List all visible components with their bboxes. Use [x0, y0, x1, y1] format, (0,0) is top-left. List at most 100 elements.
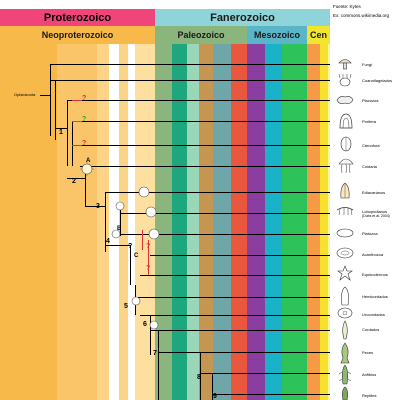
source-url: Ex: commons.wikimedia.org [333, 13, 390, 18]
branch-node1 [55, 128, 67, 129]
branch-trunk-1 [50, 64, 51, 136]
embryo-icon-7 [131, 296, 141, 306]
tunicate-icon [337, 307, 353, 319]
mushroom-icon [338, 59, 352, 70]
uncertain-mark-6: ? [146, 265, 151, 272]
branch-trunk-6 [105, 192, 106, 252]
taxon-label: Porifera [362, 119, 377, 124]
flatworm-icon [336, 228, 354, 238]
node-label-4: 4 [106, 238, 110, 245]
band-jurassic [265, 44, 282, 400]
taxon-label: Peces [362, 350, 374, 355]
reptile-icon [342, 386, 348, 400]
amphibian-icon [339, 364, 351, 385]
node-label-2: 2 [72, 178, 76, 185]
jellyfish-icon [338, 158, 354, 174]
branch-acanthozoa [150, 255, 340, 256]
band-ordovician [172, 44, 187, 400]
node-label-1: 1 [59, 129, 63, 136]
uncertain-mark-4: ? [128, 243, 133, 250]
taxon-label: Ctenofora [362, 143, 380, 148]
taxon-label: Placozoa [362, 98, 379, 103]
branch-trunk-11 [158, 330, 159, 400]
taxon-label: Acanthozoa [362, 252, 384, 257]
source-credit: Fuente: Kytes [333, 4, 361, 9]
taxon-label: Anfibios [362, 372, 377, 377]
branch-trunk-2 [55, 80, 56, 140]
taxon-label: Cnidaria [362, 164, 377, 169]
node-label-7: 7 [153, 350, 157, 357]
branch-trunk-4 [72, 121, 73, 166]
branch-trunk-12 [200, 352, 201, 400]
branch-peces [158, 352, 340, 353]
paleozoic-header: Paleozoico [155, 26, 247, 44]
branch-node2 [67, 178, 85, 179]
branch-equinodermos [140, 275, 340, 276]
band-silurian [187, 44, 199, 400]
taxon-label: Fungi [362, 62, 373, 67]
band-cretaceous [282, 44, 307, 400]
ediacaran-icon [340, 182, 350, 199]
branch-platozoa [120, 234, 340, 235]
embryo-icon-3 [115, 201, 125, 211]
embryo-icon-5 [145, 206, 157, 218]
taxon-label: Coanoflagelados [362, 78, 393, 83]
band-paleogene [307, 44, 320, 400]
branch-choano-join [50, 80, 55, 81]
band-neoproterozoic-d [109, 44, 119, 400]
branch-trunk-7 [120, 206, 121, 236]
band-cambrian [155, 44, 172, 400]
node-label-b: B [117, 226, 122, 232]
branch-fungi [50, 64, 340, 65]
taxon-label: Lobopodianos [362, 209, 388, 214]
branch-ctenofora [72, 145, 340, 146]
taxon-sublabel: (Dubs et al. 2004) [362, 214, 390, 218]
branch-hemicordados [135, 297, 340, 298]
taxon-label: Hemicordados [362, 294, 388, 299]
uncertain-mark-5: ? [146, 243, 151, 250]
band-carboniferous [213, 44, 231, 400]
band-neoproterozoic-a [0, 44, 57, 400]
band-devonian [199, 44, 213, 400]
starfish-icon [337, 265, 353, 281]
uncertain-branch-red-3 [142, 230, 143, 250]
taxon-label: Reptiles [362, 393, 377, 398]
lobopod-icon [336, 207, 354, 216]
node-label-6: 6 [143, 321, 147, 328]
branch-trunk-5 [85, 166, 86, 206]
band-quaternary [328, 44, 330, 400]
proterozoic-header: Proterozoico [0, 9, 155, 26]
taxon-label: Equinodermos [362, 272, 388, 277]
uncertain-branch-red [72, 100, 82, 101]
branch-trunk-3 [67, 100, 68, 166]
sponge-icon [339, 113, 353, 129]
node-label-a: A [86, 158, 91, 164]
uncertain-branch-red-2 [72, 145, 82, 146]
branch-node3 [85, 206, 105, 207]
band-permian [231, 44, 247, 400]
cenozoic-header: Cen [307, 26, 330, 44]
node-label-5: 5 [124, 303, 128, 310]
embryo-icon-a [80, 162, 94, 176]
band-neoproterozoic-f [128, 44, 135, 400]
branch-root [40, 95, 50, 96]
branch-trunk-13 [212, 373, 213, 400]
uncertain-mark-2: ? [82, 116, 87, 123]
branch-reptiles [212, 394, 340, 395]
band-triassic [247, 44, 265, 400]
branch-lobopod [120, 213, 340, 214]
embryo-icon-4 [138, 186, 150, 198]
taxon-label: Ediacarianos [362, 190, 386, 195]
uncertain-mark-1: ? [82, 95, 87, 102]
node-label-9: 9 [213, 393, 217, 400]
node-label-8: 8 [197, 374, 201, 381]
taxon-label: Urocordados [362, 312, 385, 317]
band-neoproterozoic-e [119, 44, 128, 400]
node-label-3: 3 [96, 203, 100, 210]
branch-porifera [72, 121, 340, 122]
branch-ediacaran [105, 192, 340, 193]
branch-urocordados [140, 315, 340, 316]
uncertain-mark-3: ? [82, 140, 87, 147]
acanthozoa-icon [336, 247, 354, 259]
node-label-c: C [134, 253, 139, 259]
